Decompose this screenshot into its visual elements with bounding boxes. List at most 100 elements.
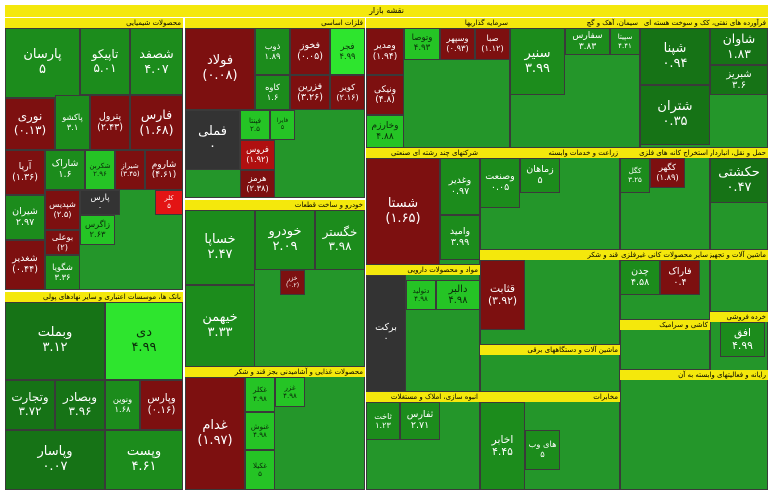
stock-cell[interactable]: وتوصا ۴.۹۳ (404, 28, 440, 60)
sector-header[interactable]: قند و شکر (480, 250, 620, 260)
stock-cell[interactable]: وصنعت ۰.۰۵ (480, 158, 520, 208)
stock-cell[interactable]: ومدیر (۱.۹۴) (366, 28, 404, 75)
stock-cell[interactable]: صبا (۱.۱۲) (475, 28, 510, 60)
sector-header[interactable]: خودرو و ساخت قطعات (185, 200, 365, 210)
stock-cell[interactable]: آریا (۱.۳۶) (5, 150, 45, 195)
stock-cell[interactable]: خودرو ۲.۰۹ (255, 210, 315, 270)
stock-cell[interactable]: فخوز (۰.۰۵) (290, 28, 330, 75)
stock-cell[interactable]: خساپا ۲.۴۷ (185, 210, 255, 285)
stock-cell[interactable]: دی ۴.۹۹ (105, 302, 183, 380)
stock-cell[interactable]: دتولید ۴.۹۸ (406, 280, 436, 310)
sector-header[interactable]: محصولات غذایی و آشامیدنی بجز قند و شکر (185, 367, 365, 377)
sector-header[interactable]: کاشی و سرامیک (620, 320, 710, 330)
sector-header[interactable]: استخراج کانه های فلزی (620, 148, 710, 158)
stock-cell[interactable]: وپارس (۰.۱۶) (140, 380, 183, 430)
stock-cell[interactable]: فزرین (۳.۲۶) (290, 75, 330, 110)
stock-cell[interactable]: خگستر ۳.۹۸ (315, 210, 365, 270)
stock-cell[interactable]: هرمز (۲.۳۸) (240, 170, 275, 198)
sector-header[interactable]: رایانه و فعالیتهای وابسته به آن (620, 370, 768, 380)
stock-cell[interactable]: شاراک ۱.۶ (45, 150, 85, 190)
stock-cell[interactable]: ثاخت ۱.۲۳ (366, 402, 400, 440)
stock-cell[interactable]: شیران ۲.۹۷ (5, 195, 45, 240)
sector-header[interactable]: سایر محصولات کانی غیرفلزی (620, 250, 710, 260)
stock-cell[interactable]: های وب ۵ (525, 430, 560, 470)
stock-cell[interactable]: وامید ۳.۹۹ (440, 215, 480, 260)
stock-cell[interactable]: برکت ۰ (366, 275, 406, 392)
stock-cell[interactable]: کگل ۳.۲۵ (620, 158, 650, 193)
sector-header[interactable]: سیمان، آهک و گچ (510, 18, 640, 28)
stock-cell[interactable]: نوری (۰.۱۳) (5, 98, 55, 150)
stock-cell[interactable]: پترول (۲.۴۳) (90, 95, 130, 150)
stock-cell[interactable]: دالبر ۴.۹۸ (436, 280, 480, 310)
stock-cell[interactable]: شتران ۰.۳۵ (640, 85, 710, 145)
stock-cell[interactable]: غکیلا ۵ (245, 450, 275, 490)
sector-header[interactable]: زراعت و خدمات وابسته (480, 148, 620, 158)
stock-cell[interactable]: تاپیکو ۵.۰۱ (80, 28, 130, 95)
stock-cell[interactable]: غزر ۴.۹۸ (275, 377, 305, 407)
sector-header[interactable]: ماشین آلات و دستگاههای برقی (480, 345, 620, 355)
stock-cell[interactable]: فولاد (۰.۰۸) (185, 28, 255, 110)
stock-cell[interactable]: ونوین ۱.۶۸ (105, 380, 140, 430)
stock-cell[interactable]: پاکشو ۳.۱ (55, 95, 90, 150)
sector-header[interactable]: بانک ها، موسسات اعتباری و سایر نهادهای پ… (5, 292, 183, 302)
sector-header[interactable]: شرکتهای چند رشته ای صنعتی (366, 148, 480, 158)
stock-cell[interactable]: ثفارس ۲.۷۱ (400, 402, 440, 440)
stock-cell[interactable]: وخارزم ۴.۸۸ (366, 115, 404, 148)
stock-cell[interactable]: قثابت (۳.۹۲) (480, 260, 525, 330)
stock-cell[interactable]: سنیر ۳.۹۹ (510, 28, 565, 95)
sector-header[interactable]: انبوه سازی، املاک و مستغلات (366, 392, 480, 402)
stock-cell[interactable]: شکربن ۲.۹۶ (85, 150, 115, 190)
stock-cell[interactable]: وپاسار ۰.۰۷ (5, 430, 105, 490)
stock-cell[interactable]: وتجارت ۳.۷۲ (5, 380, 55, 430)
stock-cell[interactable]: غدام (۱.۹۷) (185, 377, 245, 490)
sector-header[interactable]: ماشین آلات و تجهیزات (710, 250, 768, 260)
stock-cell[interactable]: حکشتی ۰.۴۷ (710, 158, 768, 203)
stock-cell[interactable]: زاگرس ۲.۶۳ (80, 215, 115, 245)
sector-header[interactable]: خرده فروشی (710, 312, 768, 322)
stock-cell[interactable]: وغدیر ۰.۹۷ (440, 158, 480, 215)
stock-cell[interactable]: وپست ۴.۶۱ (105, 430, 183, 490)
stock-cell[interactable]: افق ۴.۹۹ (720, 322, 765, 357)
sector-header[interactable]: فلزات اساسی (185, 18, 365, 28)
stock-cell[interactable]: شگویا ۳.۳۶ (45, 255, 80, 290)
stock-cell[interactable]: خیهمن ۳.۳۳ (185, 285, 255, 367)
stock-cell[interactable]: چدن ۴.۵۸ (620, 260, 660, 295)
stock-cell[interactable]: شپدیس (۲.۵) (45, 190, 80, 230)
stock-cell[interactable]: فپنتا ۲.۵ (240, 110, 270, 140)
sector-header[interactable]: فرآورده های نفتی، کک و سوخت هسته ای (640, 18, 768, 28)
stock-cell[interactable]: وسپهر (۰.۹۳) (440, 28, 475, 60)
stock-cell[interactable]: کگهر (۱.۸۹) (650, 158, 685, 188)
stock-cell[interactable]: شغدیر (۰.۴۴) (5, 240, 45, 290)
stock-cell[interactable]: فاراک ۰.۴ (660, 260, 700, 295)
stock-cell[interactable]: پارسان ۵ (5, 28, 80, 98)
stock-cell[interactable]: زماهان ۵ (520, 158, 560, 193)
sector-header[interactable]: محصولات شیمیایی (5, 18, 183, 28)
stock-cell[interactable]: فملی ۰ (185, 110, 240, 170)
stock-cell[interactable]: فایرا ۵ (270, 110, 295, 140)
stock-cell[interactable]: پارس ۰ (80, 190, 120, 215)
stock-cell[interactable]: بوعلی (۲) (45, 230, 80, 255)
stock-cell[interactable]: ونیکی (۴.۸) (366, 75, 404, 115)
stock-cell[interactable]: کویر (۲.۱۶) (330, 75, 365, 110)
stock-cell[interactable]: فروس (۱.۹۲) (240, 140, 275, 170)
stock-cell[interactable]: شیراز (۳.۴۵) (115, 150, 145, 190)
sector-header[interactable]: سرمایه گذاریها (366, 18, 510, 28)
stock-cell[interactable]: سپیتا ۴.۴۱ (610, 28, 640, 55)
stock-cell[interactable]: غکلر ۴.۹۸ (245, 377, 275, 412)
stock-cell[interactable]: کاوه ۱.۶ (255, 75, 290, 110)
sector-header[interactable]: مخابرات (480, 392, 620, 402)
stock-cell[interactable]: فجر ۴.۹۹ (330, 28, 365, 75)
stock-cell[interactable]: شاروم (۴.۶۱) (145, 150, 183, 190)
stock-cell[interactable]: شبریز ۳.۶ (710, 65, 768, 95)
sector-header[interactable]: حمل و نقل، انبارداری و ارتباطات (710, 148, 768, 158)
stock-cell[interactable]: کلر ۵ (155, 190, 183, 215)
stock-cell[interactable]: شصفد ۴.۰۷ (130, 28, 183, 95)
stock-cell[interactable]: فارس (۱.۶۸) (130, 95, 183, 150)
stock-cell[interactable]: شستا (۱.۶۵) (366, 158, 440, 265)
stock-cell[interactable]: شاوان ۱.۸۳ (710, 28, 768, 65)
stock-cell[interactable]: غنوش ۴.۹۸ (245, 412, 275, 450)
stock-cell[interactable]: شپنا ۰.۹۴ (640, 28, 710, 85)
stock-cell[interactable]: اخابر ۴.۴۵ (480, 402, 525, 490)
stock-cell[interactable]: وبملت ۳.۱۲ (5, 302, 105, 380)
sector-header[interactable]: مواد و محصولات دارویی (366, 265, 480, 275)
